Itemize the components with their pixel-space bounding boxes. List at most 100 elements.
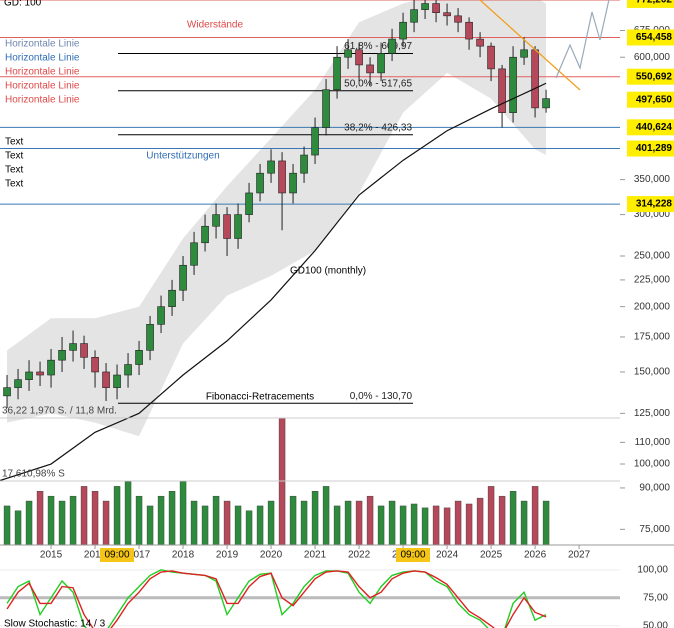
volume-bar xyxy=(256,505,264,545)
volume-bar xyxy=(542,500,550,545)
candle-body xyxy=(542,98,550,109)
volume-bar xyxy=(36,491,44,545)
volume-bar xyxy=(3,505,11,545)
volume-bar xyxy=(465,503,473,545)
candle-body xyxy=(355,49,363,66)
x-tick-label: 2022 xyxy=(348,550,371,561)
fib-label: 0,0% - 130,70 xyxy=(350,391,413,402)
candle-body xyxy=(289,172,297,194)
volume-bar xyxy=(80,486,88,545)
x-tick-label: 2021 xyxy=(304,550,327,561)
gd100-line xyxy=(0,82,547,482)
annotation: GD100 (monthly) xyxy=(290,266,366,277)
fib-label: 50,0% - 517,65 xyxy=(344,78,412,89)
volume-bar xyxy=(267,500,275,545)
volume-bar xyxy=(25,500,33,545)
volume-bar xyxy=(333,505,341,545)
y-tick-label: 100,00 xyxy=(637,564,668,575)
volume-bar xyxy=(476,497,484,545)
candle-body xyxy=(498,68,506,113)
volume-bar xyxy=(234,505,242,545)
volume-bar xyxy=(69,495,77,545)
candle-body xyxy=(47,359,55,376)
volume-bar xyxy=(47,495,55,545)
candle-body xyxy=(322,89,330,128)
candle-body xyxy=(201,225,209,244)
volume-bar xyxy=(146,505,154,545)
fib-label: 38,2% - 426,33 xyxy=(344,122,412,133)
candle-body xyxy=(91,357,99,373)
volume-bar xyxy=(91,491,99,545)
level-label: 654,458 xyxy=(636,32,673,43)
candle-body xyxy=(69,343,77,351)
annotation: Unterstützungen xyxy=(146,151,219,162)
volume-bar xyxy=(223,500,231,545)
candle-body xyxy=(25,371,33,380)
volume-bar xyxy=(410,503,418,545)
y-tick-label: 150,000 xyxy=(634,367,671,378)
candle-body xyxy=(179,264,187,291)
volume-bar xyxy=(300,500,308,545)
candle-body xyxy=(377,53,385,74)
stochastic-line xyxy=(6,569,547,628)
x-tick-label: 2015 xyxy=(40,550,63,561)
line-label: Horizontale Linie xyxy=(5,39,80,50)
x-tick-label: 2017 xyxy=(128,550,151,561)
stochastic-plot xyxy=(0,569,620,628)
volume-bar xyxy=(58,500,66,545)
volume-bar xyxy=(531,486,539,545)
volume-bar xyxy=(509,491,517,545)
x-tick-label: 2026 xyxy=(524,550,547,561)
volume-bar xyxy=(201,505,209,545)
volume-bar xyxy=(388,500,396,545)
volume-bar xyxy=(355,500,363,545)
candle-body xyxy=(344,49,352,58)
volume-bar xyxy=(432,505,440,545)
trend-line xyxy=(479,0,581,91)
volume-bar xyxy=(311,491,319,545)
candle-body xyxy=(102,371,110,388)
y-tick-label: 100,000 xyxy=(634,459,671,470)
volume-bar xyxy=(157,495,165,545)
candle-body xyxy=(399,21,407,40)
x-tick-label: 2018 xyxy=(172,550,195,561)
volume-bar xyxy=(113,486,121,545)
x-tick-label: 2025 xyxy=(480,550,503,561)
volume-bar xyxy=(289,495,297,545)
fib-label: 61,8% - 609,97 xyxy=(344,41,412,52)
candle-body xyxy=(212,214,220,227)
candle-body xyxy=(223,214,231,239)
stochastic-line xyxy=(6,570,547,628)
line-label: Horizontale Linie xyxy=(5,95,80,106)
candle-body xyxy=(14,379,22,388)
candle-body xyxy=(454,15,462,23)
annotation: Widerstände xyxy=(187,20,244,31)
time-label: 09:00 xyxy=(104,550,129,561)
indicator-label: GD: 100 xyxy=(4,0,42,9)
candle-body xyxy=(300,154,308,174)
candle-body xyxy=(333,56,341,91)
candle-body xyxy=(443,12,451,17)
time-marker xyxy=(100,548,134,562)
level-box xyxy=(627,29,674,46)
y-tick-label: 110,000 xyxy=(635,437,671,448)
y-tick-label: 90,000 xyxy=(639,483,670,494)
volume-bar xyxy=(14,510,22,545)
level-label: 440,624 xyxy=(636,122,673,133)
level-box xyxy=(627,119,674,136)
candle-body xyxy=(58,350,66,361)
text-label: Text xyxy=(5,151,24,162)
candle-body xyxy=(432,3,440,14)
volume-bar xyxy=(366,495,374,545)
volume-bar xyxy=(179,481,187,545)
candle-body xyxy=(168,289,176,307)
y-tick-label: 250,000 xyxy=(634,251,671,262)
candle-body xyxy=(311,127,319,156)
price-plot: 61,8% - 609,97 50,0% - 517,65 38,2% - 426,… xyxy=(0,0,620,545)
level-box xyxy=(627,140,674,157)
annotation: Fibonacci-Retracements xyxy=(206,392,314,403)
x-tick-label: 2019 xyxy=(216,550,239,561)
x-tick-label: 2027 xyxy=(568,550,591,561)
volume-bar xyxy=(421,507,429,545)
